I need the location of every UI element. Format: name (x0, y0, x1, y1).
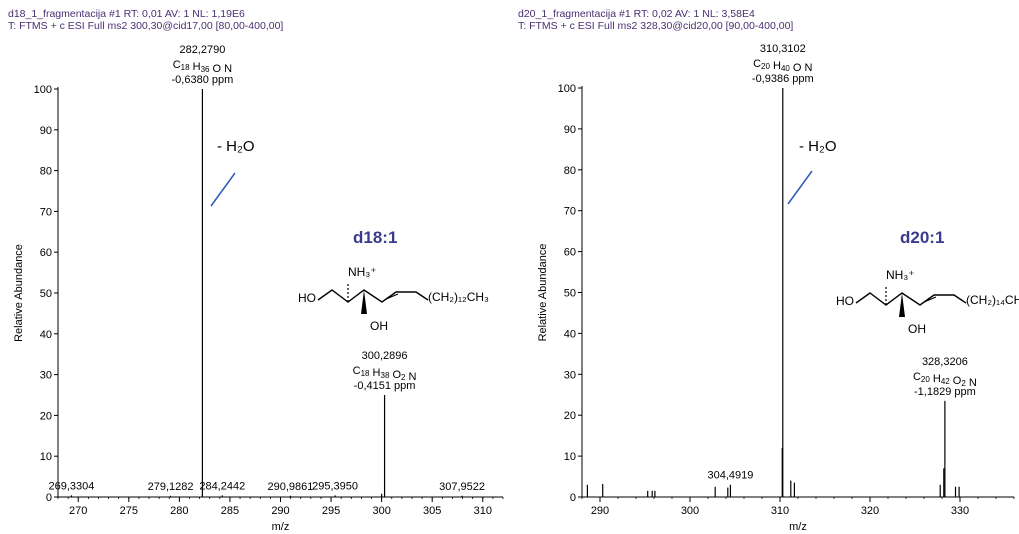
alkyl-tail-label: (CH₂)₁₂CH₃ (428, 290, 489, 304)
peak-ppm-label: -0,6380 ppm (172, 74, 234, 86)
y-tick-label: 30 (564, 369, 576, 381)
y-tick-label: 100 (34, 84, 52, 96)
y-tick-label: 60 (40, 247, 52, 259)
alkyl-tail-label: (CH₂)₁₄CH₃ (966, 293, 1019, 307)
y-tick-label: 0 (46, 492, 52, 504)
peak-ppm-label: -1,1829 ppm (914, 386, 976, 398)
peak-formula-label: C20 H42 O2 N (913, 371, 977, 389)
peak-mz-label: 269,3304 (49, 480, 95, 492)
x-axis-label: m/z (789, 521, 807, 533)
y-axis-label: Relative Abundance (537, 244, 549, 342)
water-loss-label: - H₂O (799, 138, 837, 155)
x-tick-label: 330 (951, 505, 969, 517)
y-tick-label: 90 (564, 124, 576, 136)
peak-mz-label: 304,4919 (707, 470, 753, 482)
x-tick-label: 270 (69, 505, 87, 517)
peak-mz-label: 282,2790 (179, 44, 225, 56)
peak-mz-label: 284,2442 (199, 480, 245, 492)
x-tick-label: 320 (861, 505, 879, 517)
hydroxyl-left-label: HO (836, 294, 854, 308)
x-tick-label: 295 (322, 505, 340, 517)
x-tick-label: 300 (372, 505, 390, 517)
y-axis-label: Relative Abundance (13, 244, 25, 342)
x-tick-label: 310 (474, 505, 492, 517)
peak-ppm-label: -0,9386 ppm (752, 73, 814, 85)
x-tick-label: 285 (221, 505, 239, 517)
molecule-name: d20:1 (900, 228, 945, 247)
y-tick-label: 70 (40, 206, 52, 218)
x-tick-label: 290 (591, 505, 609, 517)
hydroxyl-left-label: HO (298, 291, 316, 305)
mass-spectrum-chart: 0 10 20 30 40 50 60 70 80 90 100 270 275 280 285 290 295… (13, 44, 504, 533)
spectrum-panel-d20: d20_1_fragmentacija #1 RT: 0,02 AV: 1 NL… (510, 0, 1019, 534)
spectrum-panel-d18: d18_1_fragmentacija #1 RT: 0,01 AV: 1 NL… (8, 8, 505, 533)
peak-formula-label: C18 H38 O2 N (353, 365, 417, 383)
y-tick-label: 80 (40, 166, 52, 178)
peak-ppm-label: -0,4151 ppm (354, 380, 416, 392)
x-tick-label: 275 (120, 505, 138, 517)
peak-mz-label: 310,3102 (760, 43, 806, 55)
ammonium-group-label: NH₃⁺ (886, 268, 915, 282)
y-tick-label: 70 (564, 206, 576, 218)
y-tick-label: 20 (40, 410, 52, 422)
water-loss-indicator-line (210, 172, 236, 207)
y-tick-label: 40 (40, 329, 52, 341)
molecule-structure: d20:1 NH₃⁺ HO OH (CH₂)₁₄CH₃ (828, 222, 1019, 352)
ammonium-group-label: NH₃⁺ (348, 265, 377, 279)
hydroxyl-down-label: OH (370, 319, 388, 333)
water-loss-label: - H₂O (217, 138, 255, 155)
x-tick-label: 300 (681, 505, 699, 517)
x-axis-label: m/z (272, 521, 290, 533)
y-tick-label: 80 (564, 165, 576, 177)
peak-mz-label: 328,3206 (922, 356, 968, 368)
x-tick-label: 305 (423, 505, 441, 517)
y-tick-label: 60 (564, 247, 576, 259)
scan-header-line2: T: FTMS + c ESI Full ms2 300,30@cid17,00… (8, 20, 284, 32)
molecule-skeleton-icon (317, 282, 429, 314)
peak-mz-label: 279,1282 (148, 481, 194, 493)
y-tick-label: 0 (570, 492, 576, 504)
y-tick-label: 100 (558, 83, 576, 95)
y-tick-label: 50 (564, 288, 576, 300)
y-tick-label: 50 (40, 288, 52, 300)
y-tick-label: 90 (40, 125, 52, 137)
peak-mz-label: 307,9522 (439, 481, 485, 493)
y-tick-label: 10 (564, 451, 576, 463)
scan-header-line2: T: FTMS + c ESI Full ms2 328,30@cid20,00… (518, 20, 794, 32)
x-tick-label: 290 (271, 505, 289, 517)
x-tick-label: 310 (771, 505, 789, 517)
molecule-skeleton-icon (855, 285, 967, 317)
scan-header-line1: d18_1_fragmentacija #1 RT: 0,01 AV: 1 NL… (8, 8, 245, 20)
peak-mz-label: 300,2896 (362, 350, 408, 362)
peak-formula-label: C20 H40 O N (753, 58, 812, 74)
molecule-name: d18:1 (353, 228, 398, 247)
y-tick-label: 20 (564, 410, 576, 422)
water-loss-indicator-line (787, 170, 813, 205)
peak-mz-label: 290,9861 (268, 481, 314, 493)
mass-spectrum-chart: 0 10 20 30 40 50 60 70 80 90 100 290 300 310 320 330 m/z… (537, 43, 1015, 533)
hydroxyl-down-label: OH (908, 322, 926, 336)
peak-mz-label: 295,3950 (312, 480, 358, 492)
y-tick-label: 30 (40, 370, 52, 382)
molecule-structure: d18:1 NH₃⁺ HO OH (CH₂)₁₂CH₃ (290, 222, 505, 352)
scan-header-line1: d20_1_fragmentacija #1 RT: 0,02 AV: 1 NL… (518, 8, 755, 20)
peak-formula-label: C18 H36 O N (173, 59, 232, 75)
x-tick-label: 280 (170, 505, 188, 517)
y-tick-label: 10 (40, 451, 52, 463)
y-tick-label: 40 (564, 328, 576, 340)
